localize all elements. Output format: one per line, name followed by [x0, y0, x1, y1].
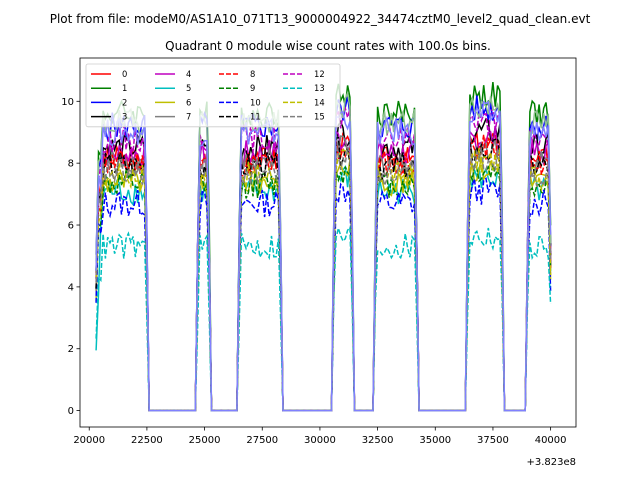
legend-label: 15: [314, 112, 325, 122]
x-tick-label: 37500: [477, 435, 509, 446]
series-line-10: [95, 177, 552, 412]
y-tick-label: 8: [68, 159, 74, 170]
x-tick-label: 25000: [189, 435, 221, 446]
legend-label: 2: [122, 97, 127, 107]
axes-frame: [79, 57, 577, 428]
x-tick-label: 40000: [535, 435, 567, 446]
x-tick-label: 32500: [362, 435, 394, 446]
x-axis: 20000 22500 25000 27500 30000 32500 35000 37500…: [73, 427, 567, 446]
legend-label: 12: [314, 69, 325, 79]
y-tick-label: 10: [61, 97, 74, 108]
legend-label: 4: [186, 69, 191, 79]
legend-label: 11: [250, 112, 261, 122]
x-tick-label: 27500: [246, 435, 278, 446]
x-tick-label: 22500: [131, 435, 163, 446]
series-line-13: [95, 225, 552, 412]
legend-label: 13: [314, 83, 325, 93]
y-tick-label: 4: [68, 282, 74, 293]
series-line-7: [95, 134, 552, 412]
legend-label: 14: [314, 97, 325, 107]
legend-label: 5: [186, 83, 191, 93]
series-line-5: [95, 165, 552, 412]
legend-label: 3: [122, 112, 127, 122]
x-offset-label: +3.823e8: [526, 457, 576, 468]
y-tick-label: 6: [68, 221, 74, 232]
y-tick-label: 0: [68, 406, 74, 417]
legend-label: 1: [122, 83, 127, 93]
series-line-1: [95, 82, 552, 412]
series-line-unlabeled-16: [95, 90, 552, 412]
figure-suptitle: Plot from file: modeM0/AS1A10_071T13_900…: [50, 12, 591, 26]
legend-label: 6: [186, 97, 191, 107]
series-line-unlabeled-17: [95, 100, 552, 412]
x-tick-label: 30000: [304, 435, 336, 446]
legend-box: [85, 63, 341, 128]
legend-label: 7: [186, 112, 191, 122]
legend-label: 9: [250, 83, 255, 93]
legend-label: 0: [122, 69, 127, 79]
series-line-8: [95, 134, 552, 412]
series-layer: [95, 82, 552, 412]
series-line-9: [95, 164, 552, 412]
x-tick-label: 35000: [419, 435, 451, 446]
legend-label: 10: [250, 97, 261, 107]
y-axis: 0 2 4 6 8 10: [61, 97, 80, 417]
chart-title: Quadrant 0 module wise count rates with …: [165, 39, 491, 53]
legend-label: 8: [250, 69, 255, 79]
x-tick-label: 20000: [73, 435, 105, 446]
y-tick-label: 2: [68, 344, 74, 355]
